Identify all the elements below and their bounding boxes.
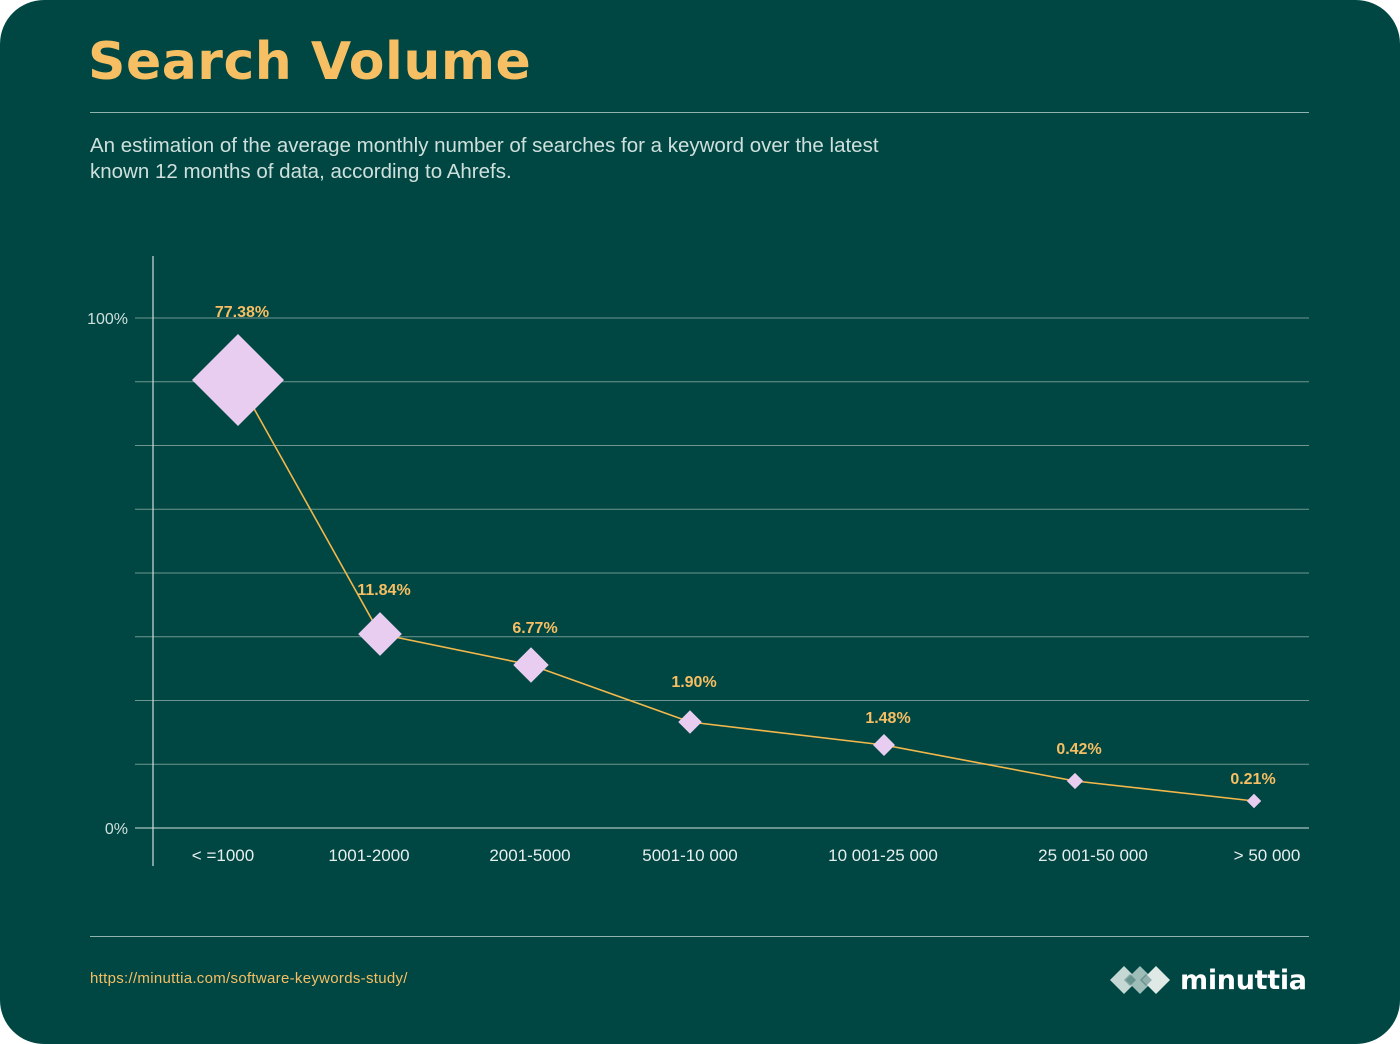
chart-subtitle: An estimation of the average monthly num… (90, 134, 879, 183)
brand-name: minuttia (1180, 964, 1307, 996)
minuttia-diamonds-icon (1110, 966, 1170, 994)
x-tick-labels: < =1000 1001-2000 2001-5000 5001-10 000 10 0… (192, 846, 1301, 865)
data-label: 0.42% (1056, 741, 1101, 758)
footer-divider (90, 936, 1309, 937)
x-tick-label: 2001-5000 (489, 846, 570, 865)
data-point-marker (192, 334, 284, 426)
gridlines (135, 317, 1309, 829)
data-point-marker (358, 612, 402, 656)
data-markers (192, 334, 1262, 809)
data-point-marker (678, 710, 702, 734)
data-label: 6.77% (512, 620, 557, 637)
data-label: 1.48% (865, 710, 910, 727)
title-divider (90, 112, 1309, 113)
x-tick-label: > 50 000 (1234, 846, 1301, 865)
data-label: 11.84% (357, 582, 410, 599)
data-label: 0.21% (1230, 771, 1275, 788)
brand-logo: minuttia (1110, 962, 1307, 998)
data-point-marker (1246, 793, 1262, 809)
x-tick-label: 5001-10 000 (642, 846, 737, 865)
data-point-marker (873, 734, 895, 756)
x-tick-label: 25 001-50 000 (1038, 846, 1148, 865)
x-tick-label: 1001-2000 (328, 846, 409, 865)
x-tick-label: < =1000 (192, 846, 254, 865)
y-tick-label: 0% (105, 821, 128, 838)
data-labels: 77.38% 11.84% 6.77% 1.90% 1.48% 0.42% 0.21% (215, 304, 1276, 788)
source-link[interactable]: https://minuttia.com/software-keywords-s… (90, 970, 408, 987)
data-point-marker (1066, 772, 1084, 790)
y-tick-labels: 100% 0% (87, 311, 128, 838)
data-label: 77.38% (215, 304, 269, 321)
data-label: 1.90% (671, 674, 716, 691)
y-tick-label: 100% (87, 311, 128, 328)
page-title: Search Volume (88, 32, 532, 92)
x-tick-label: 10 001-25 000 (828, 846, 938, 865)
data-point-marker (513, 647, 549, 683)
